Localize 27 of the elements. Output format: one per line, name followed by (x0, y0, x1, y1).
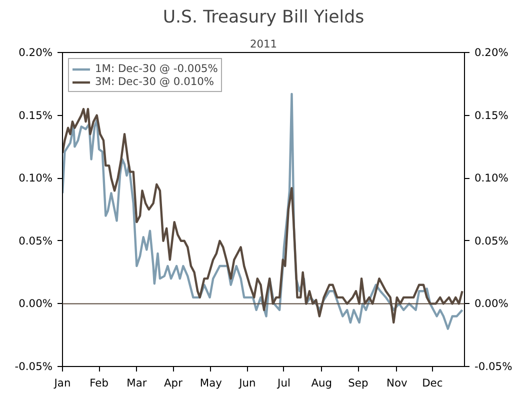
y-tick-label: 0.00% (18, 297, 53, 310)
y2-tick-label: 0.05% (474, 234, 508, 248)
x-tick-label: Sep (348, 376, 368, 390)
y2-tick-label: 0.10% (474, 172, 508, 185)
x-tick-label: May (200, 376, 222, 390)
x-tick-label: Nov (386, 376, 408, 390)
y2-tick-label: 0.15% (474, 108, 508, 122)
legend-label: 1M: Dec-30 @ -0.005% (95, 62, 218, 75)
y2-tick-label: -0.05% (474, 360, 512, 373)
x-tick-label: Feb (90, 376, 109, 390)
y-tick-label: 0.15% (18, 108, 53, 122)
x-tick-label: Aug (311, 376, 332, 390)
x-tick-label: Apr (164, 376, 184, 390)
x-tick-label: Jun (238, 376, 256, 390)
chart-title: U.S. Treasury Bill Yields (162, 8, 364, 28)
y-tick-label: -0.05% (14, 360, 53, 373)
y2-tick-label: 0.20% (474, 46, 508, 59)
x-tick-label: Jan (53, 376, 71, 390)
y-tick-label: 0.10% (18, 172, 53, 185)
x-tick-label: Mar (126, 376, 148, 390)
chart-subtitle: 2011 (250, 38, 278, 50)
y-tick-label: 0.20% (18, 46, 53, 59)
x-tick-label: Jul (276, 376, 290, 390)
y2-tick-label: 0.00% (474, 297, 508, 310)
legend-label: 3M: Dec-30 @ 0.010% (95, 75, 214, 88)
y-tick-label: 0.05% (18, 234, 53, 248)
x-tick-label: Dec (422, 376, 443, 390)
